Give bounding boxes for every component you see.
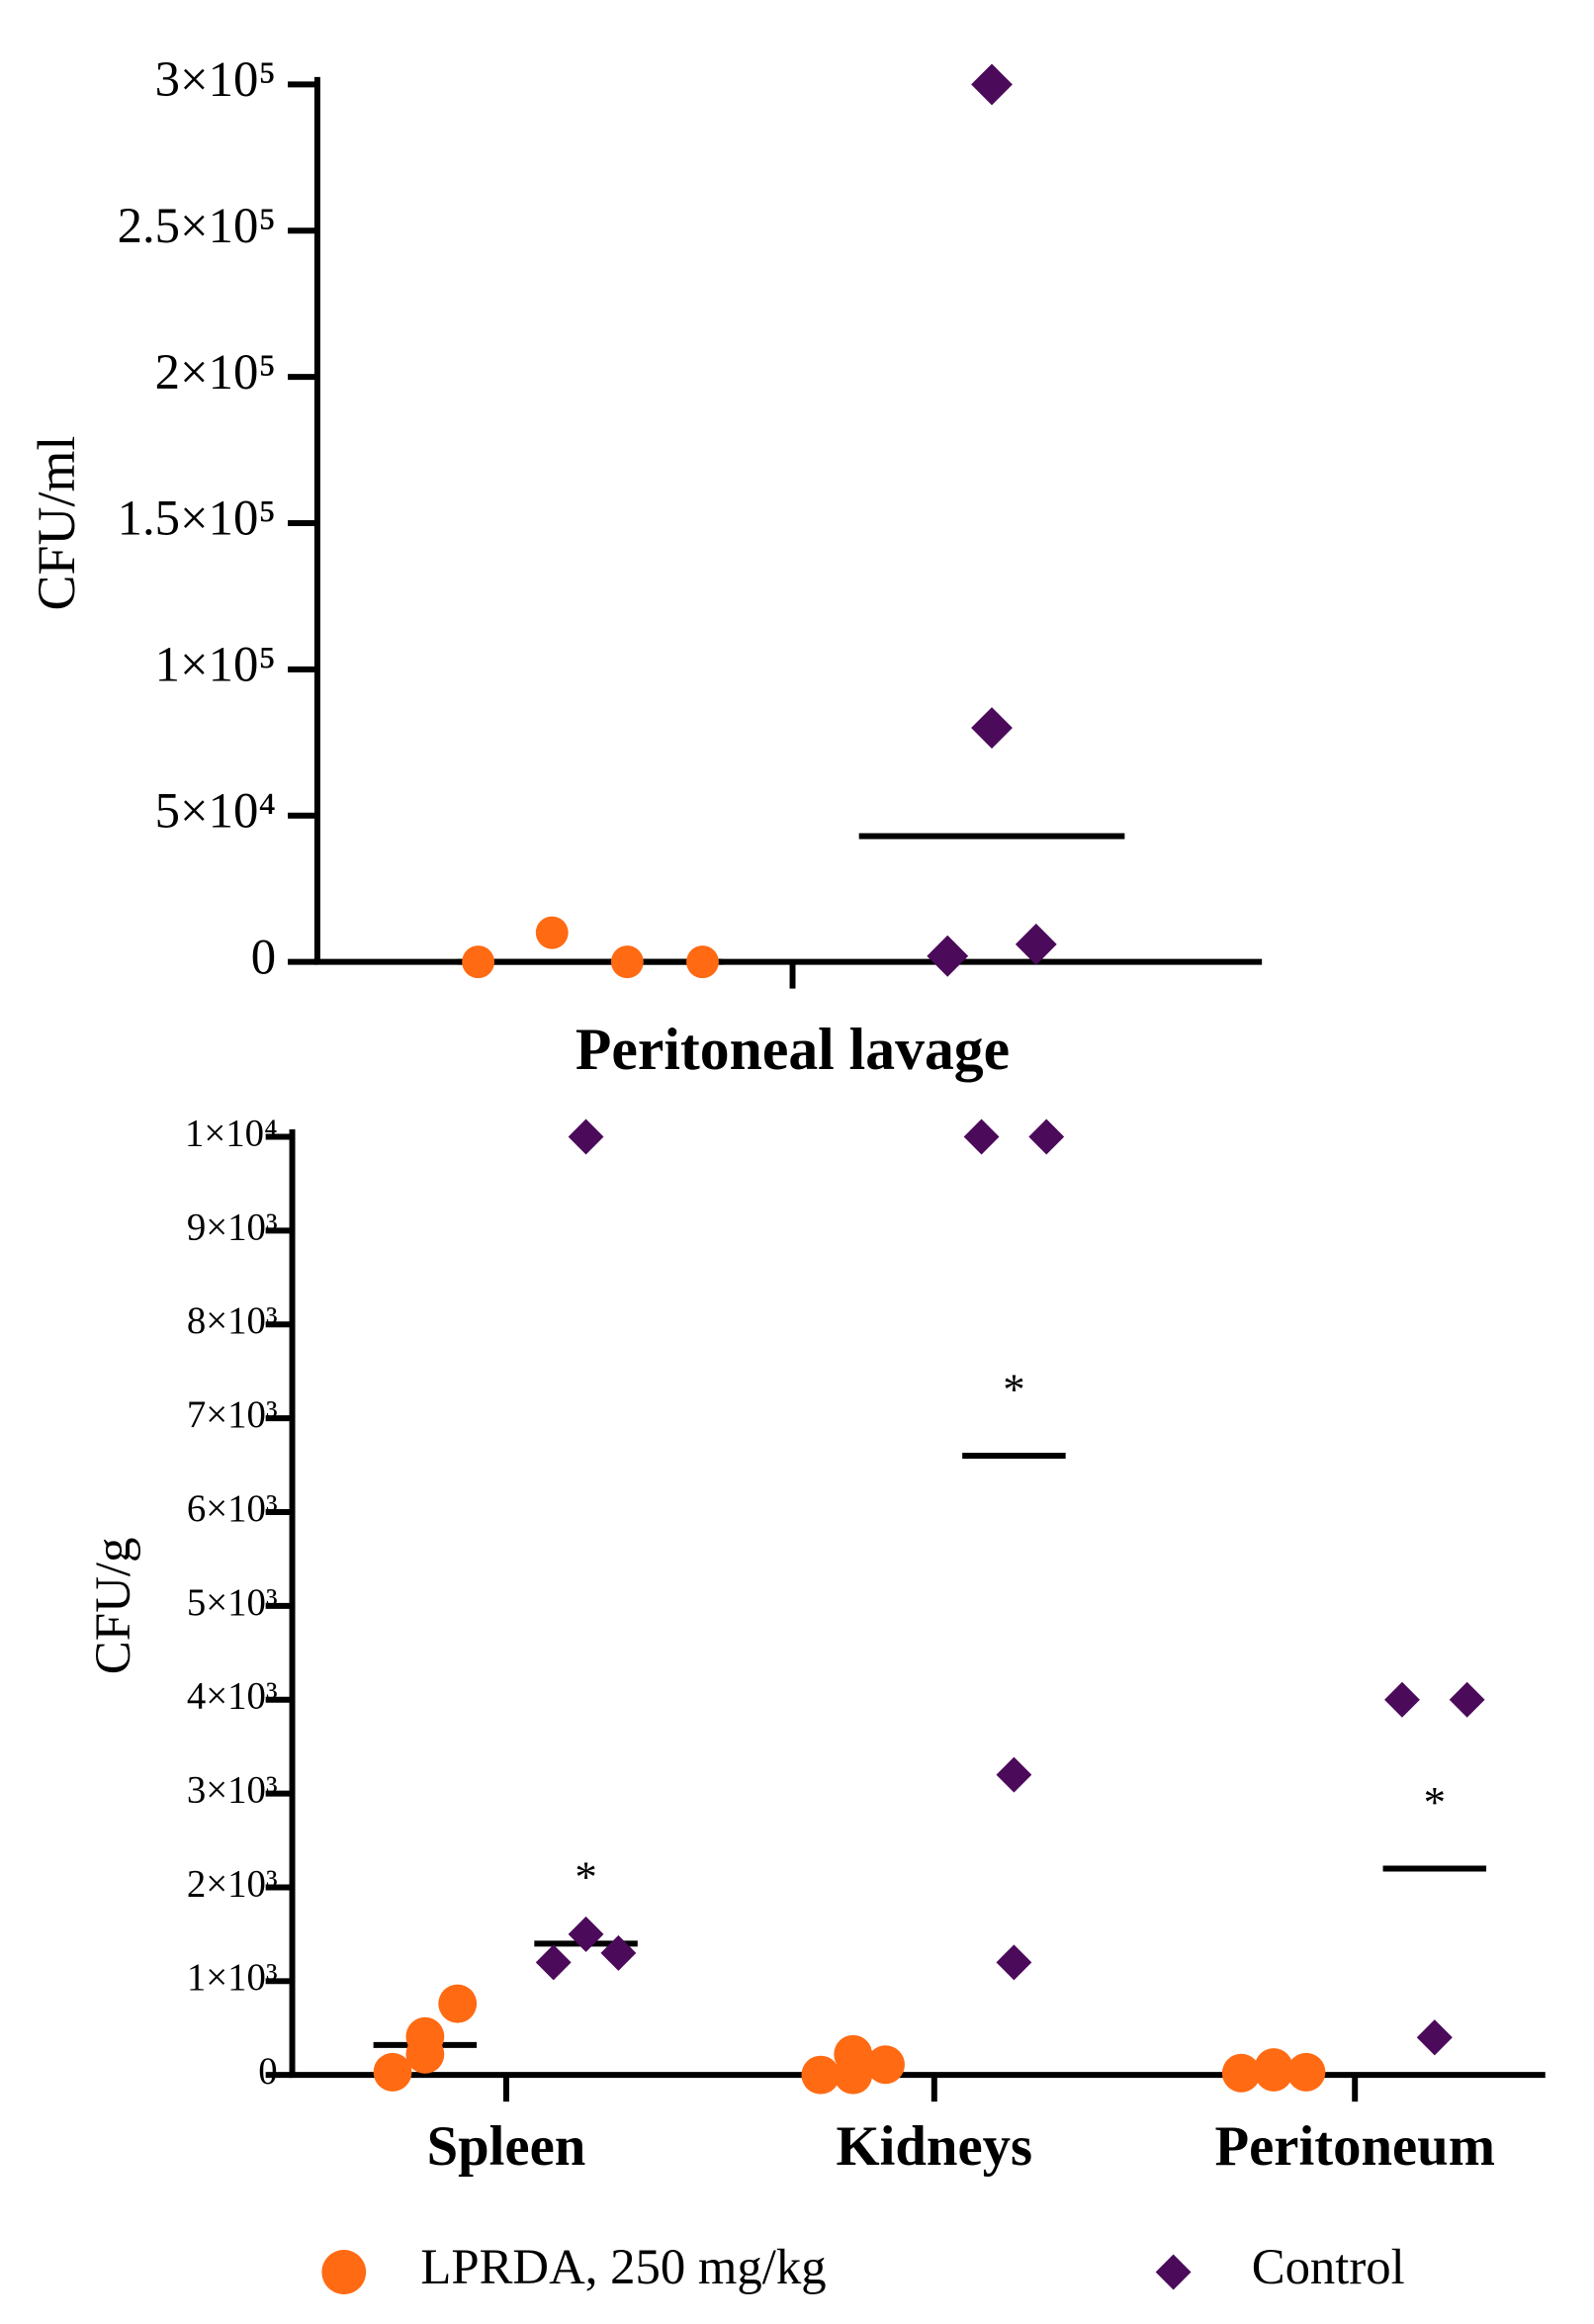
data-point: [535, 916, 569, 949]
data-point: [1254, 2052, 1293, 2092]
y-tick-label: 1×10³: [187, 1956, 278, 1999]
data-point: [1015, 923, 1057, 965]
y-tick-label: 1.5×10⁵: [118, 491, 276, 546]
y-tick-label: 5×10⁴: [155, 782, 276, 838]
legend-label: Control: [1252, 2239, 1405, 2294]
y-tick-label: 5×10³: [187, 1581, 278, 1624]
y-tick-label: 3×10³: [187, 1768, 278, 1811]
y-tick-label: 1×10⁵: [155, 637, 276, 692]
category-label: Spleen: [427, 2115, 586, 2178]
data-point: [462, 945, 495, 979]
data-point: [405, 2034, 445, 2074]
data-point: [963, 1118, 1000, 1155]
y-tick-label: 2×10³: [187, 1862, 278, 1905]
y-tick-label: 0: [251, 929, 276, 984]
data-point: [686, 945, 719, 979]
legend-marker: [1155, 2254, 1192, 2290]
data-point: [971, 63, 1013, 106]
y-tick-label: 0: [258, 2050, 277, 2093]
significance-mark: *: [1424, 1777, 1446, 1827]
y-tick-label: 1×10⁴: [185, 1112, 278, 1154]
y-tick-label: 9×10³: [187, 1206, 278, 1248]
data-point: [610, 945, 644, 979]
significance-mark: *: [575, 1852, 596, 1902]
legend-label: LPRDA, 250 mg/kg: [420, 2239, 826, 2294]
figure-body: 0 5×10⁴ 1×10⁵ 1.5×10⁵ 2×10⁵ 2.5×10⁵ 3×10⁵ CFU/m…: [27, 51, 1546, 2294]
data-point: [866, 2045, 905, 2085]
data-point: [1028, 1118, 1065, 1155]
data-point: [438, 1984, 478, 2023]
data-point: [1384, 1681, 1420, 1718]
data-point: [834, 2055, 873, 2095]
data-point: [971, 707, 1013, 750]
category-label: Peritoneal lavage: [576, 1017, 1010, 1082]
y-tick-label: 2.5×10⁵: [118, 198, 276, 253]
y-tick-label: 2×10⁵: [155, 344, 276, 400]
y-tick-label: 8×10³: [187, 1299, 278, 1342]
data-point: [927, 935, 969, 977]
y-tick-label: 6×10³: [187, 1487, 278, 1530]
category-label: Peritoneum: [1214, 2115, 1494, 2178]
data-point: [600, 1934, 637, 1971]
data-point: [568, 1916, 604, 1952]
data-point: [568, 1118, 604, 1155]
significance-mark: *: [1003, 1364, 1024, 1413]
y-tick-label: 4×10³: [187, 1675, 278, 1718]
data-point: [1416, 2019, 1453, 2056]
legend-marker: [321, 2250, 367, 2294]
data-point: [996, 1756, 1032, 1793]
data-point: [996, 1944, 1032, 1981]
category-label: Kidneys: [837, 2115, 1033, 2178]
data-point: [1449, 1681, 1485, 1718]
data-point: [373, 2052, 412, 2092]
y-axis-label: CFU/ml: [27, 436, 86, 611]
y-tick-label: 7×10³: [187, 1393, 278, 1436]
data-point: [801, 2055, 841, 2095]
data-point: [535, 1944, 572, 1981]
y-tick-label: 3×10⁵: [155, 51, 276, 107]
y-axis-label: CFU/g: [85, 1537, 140, 1674]
data-point: [1286, 2052, 1326, 2092]
data-point: [1221, 2053, 1261, 2093]
